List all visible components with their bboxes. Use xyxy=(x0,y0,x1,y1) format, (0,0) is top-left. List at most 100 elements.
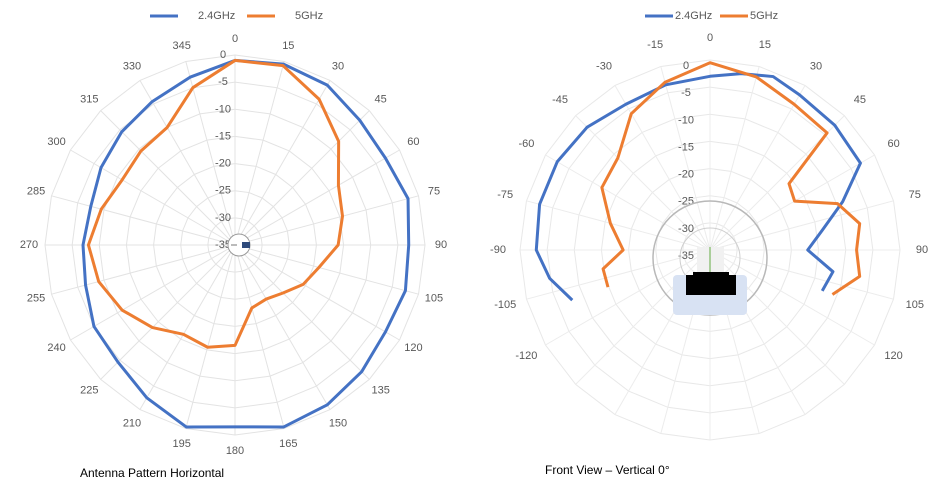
grid-spoke xyxy=(139,80,236,246)
angle-label: 300 xyxy=(47,136,65,148)
grid-spoke xyxy=(709,249,894,300)
grid-spoke xyxy=(545,154,711,251)
angle-label: 60 xyxy=(407,136,419,148)
device-icon-stub xyxy=(231,244,237,246)
angle-label: 0 xyxy=(707,32,713,44)
radial-label: -15 xyxy=(678,141,694,153)
radial-label: -20 xyxy=(215,158,231,170)
grid-spoke xyxy=(70,149,236,246)
angle-label: 45 xyxy=(375,93,387,105)
radial-label: -10 xyxy=(215,103,231,115)
angle-label: 30 xyxy=(332,61,344,73)
legend-label: 2.4GHz xyxy=(675,10,712,22)
grid-spoke xyxy=(575,249,711,385)
angle-label: -45 xyxy=(552,94,568,106)
grid-spoke xyxy=(234,61,285,246)
caption-left: Antenna Pattern Horizontal xyxy=(80,466,224,480)
angle-label: 75 xyxy=(909,189,921,201)
grid-spoke xyxy=(100,244,236,380)
angle-label: 180 xyxy=(226,445,244,457)
angle-label: 105 xyxy=(425,292,443,304)
grid-spoke xyxy=(709,249,845,385)
grid-spoke xyxy=(234,244,331,410)
radial-label: -20 xyxy=(678,169,694,181)
angle-label: 135 xyxy=(371,385,389,397)
angle-label: 195 xyxy=(173,438,191,450)
angle-label: 210 xyxy=(123,417,141,429)
angle-label: -30 xyxy=(596,60,612,72)
angle-label: -60 xyxy=(518,138,534,150)
angle-label: 105 xyxy=(906,299,924,311)
grid-spoke xyxy=(70,244,236,341)
series-line-5ghz xyxy=(600,61,862,296)
grid-spoke xyxy=(660,66,711,251)
angle-label: 345 xyxy=(173,40,191,52)
radial-label: -30 xyxy=(215,212,231,224)
grid-spoke xyxy=(709,200,894,251)
angle-label: 75 xyxy=(428,186,440,198)
grid-spoke xyxy=(234,195,419,246)
angle-label: 120 xyxy=(404,342,422,354)
radial-label: -35 xyxy=(678,250,694,262)
grid-spoke xyxy=(234,244,285,429)
radial-label: 0 xyxy=(683,60,689,72)
angle-label: 165 xyxy=(279,438,297,450)
series-line-5ghz xyxy=(86,58,344,349)
grid-spoke xyxy=(234,244,400,341)
angle-label: 225 xyxy=(80,385,98,397)
grid-spoke xyxy=(545,249,711,346)
angle-label: -105 xyxy=(494,299,516,311)
angle-label: -75 xyxy=(497,189,513,201)
legend-label: 5GHz xyxy=(295,10,323,22)
grid-spoke xyxy=(234,110,370,246)
angle-label: 15 xyxy=(282,40,294,52)
grid-spoke xyxy=(709,66,760,251)
angle-label: 240 xyxy=(47,342,65,354)
caption-right: Front View – Vertical 0° xyxy=(545,463,670,477)
radial-label: -15 xyxy=(215,130,231,142)
grid-spoke xyxy=(709,85,806,251)
angle-label: 255 xyxy=(27,292,45,304)
angle-label: 150 xyxy=(329,417,347,429)
angle-label: -15 xyxy=(647,39,663,51)
grid-spoke xyxy=(234,80,331,246)
angle-label: 30 xyxy=(810,60,822,72)
angle-label: 0 xyxy=(232,33,238,45)
angle-label: 315 xyxy=(80,93,98,105)
radial-label: -5 xyxy=(681,87,691,99)
angle-label: 285 xyxy=(27,186,45,198)
grid-spoke xyxy=(234,244,419,295)
device-top xyxy=(693,272,729,278)
angle-label: 330 xyxy=(123,61,141,73)
angle-label: 120 xyxy=(884,350,902,362)
angle-label: 15 xyxy=(759,39,771,51)
grid-spoke xyxy=(185,244,236,429)
radial-label: -35 xyxy=(215,239,231,251)
grid-spoke xyxy=(100,110,236,246)
device-body xyxy=(686,275,736,295)
grid-spoke xyxy=(139,244,236,410)
grid-spoke xyxy=(234,244,370,380)
grid-spoke xyxy=(526,249,711,300)
angle-label: 45 xyxy=(854,94,866,106)
radial-label: 0 xyxy=(220,49,226,61)
angle-label: -90 xyxy=(490,244,506,256)
angle-label: 90 xyxy=(916,244,928,256)
grid-spoke xyxy=(709,249,875,346)
radial-label: -10 xyxy=(678,114,694,126)
grid-spoke xyxy=(51,244,236,295)
grid-spoke xyxy=(575,115,711,251)
legend-label: 2.4GHz xyxy=(198,10,235,22)
angle-label: 270 xyxy=(20,239,38,251)
legend-label: 5GHz xyxy=(750,10,778,22)
grid-spoke xyxy=(234,149,400,246)
radial-label: -25 xyxy=(215,185,231,197)
grid-spoke xyxy=(51,195,236,246)
grid-spoke xyxy=(709,154,875,251)
angle-label: 90 xyxy=(435,239,447,251)
grid-spoke xyxy=(526,200,711,251)
angle-label: -120 xyxy=(515,350,537,362)
angle-label: 60 xyxy=(887,138,899,150)
grid-spoke xyxy=(185,61,236,246)
